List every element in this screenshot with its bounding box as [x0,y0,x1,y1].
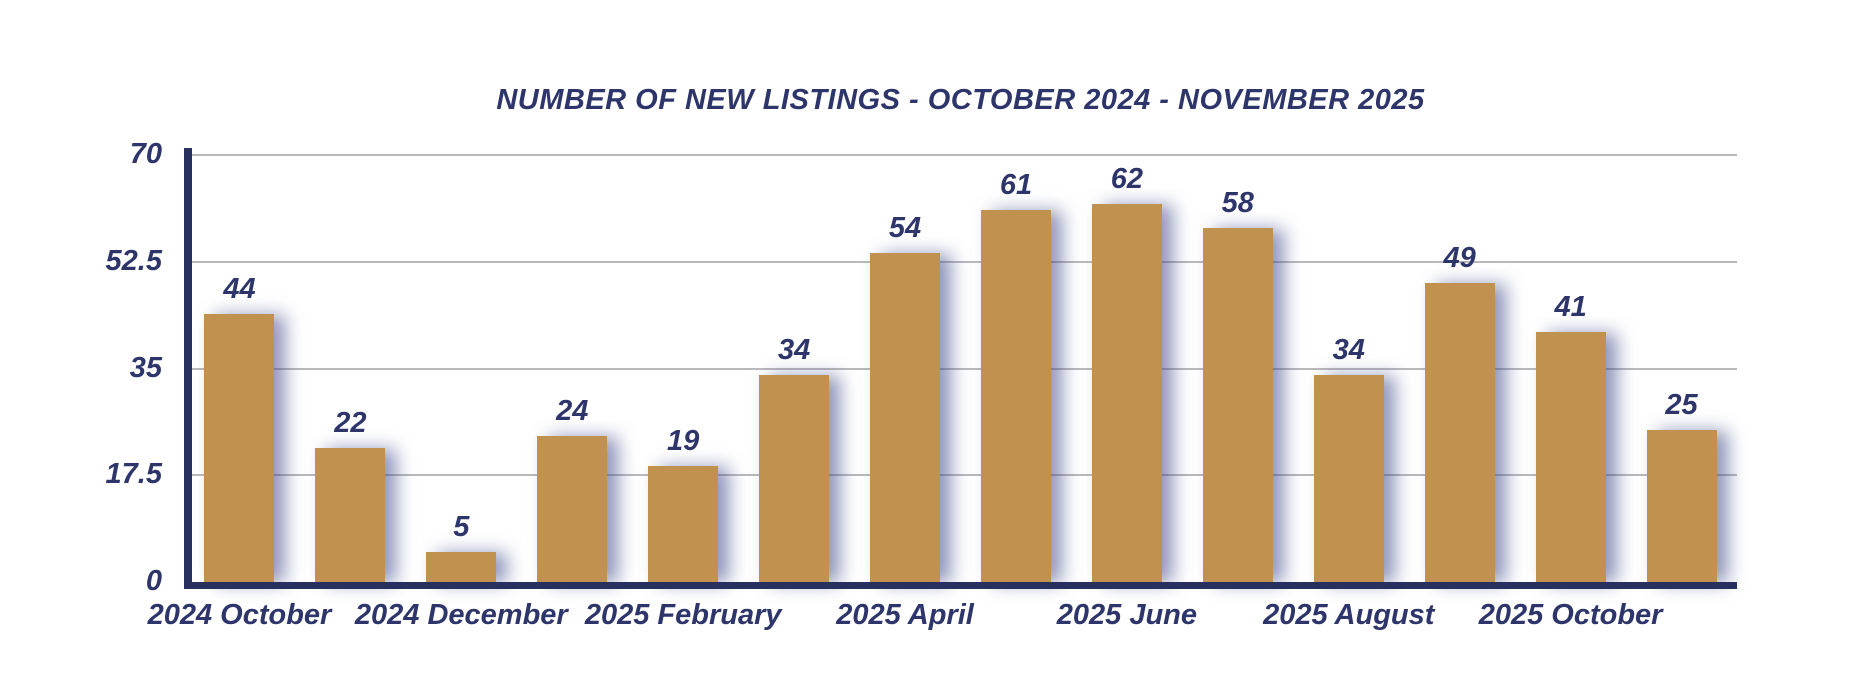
bar [426,551,497,582]
y-tick-label: 70 [129,138,162,170]
bar-value-label: 61 [999,168,1033,201]
bar-value-label: 62 [1110,162,1144,195]
bar-value-label: 22 [334,406,367,439]
bar-value-label: 49 [1443,242,1476,275]
y-tick-label: 35 [129,351,162,384]
bar [1202,228,1273,582]
bar [1646,429,1717,582]
x-axis-line [184,582,1737,589]
bar-value-label: 41 [1554,290,1587,323]
gridline [192,260,1737,263]
y-axis-line [184,148,192,589]
bar [1091,203,1162,582]
bar [204,313,275,582]
bar [759,374,830,582]
bar-value-label: 58 [1221,187,1254,220]
bar [1535,331,1606,582]
bar [648,466,719,582]
bar-value-label: 44 [223,272,256,305]
gridline [192,474,1737,477]
gridline [192,154,1737,156]
bar [1424,283,1495,582]
y-tick-label: 0 [145,565,162,597]
bar-value-label: 24 [556,394,589,427]
x-tick-label: 2025 June [1056,599,1198,631]
x-tick-label: 2025 April [836,599,974,631]
bar-value-label: 54 [888,211,922,244]
x-tick-label: 2025 October [1478,599,1663,631]
bar [315,447,386,582]
bar-value-label: 25 [1665,388,1698,421]
bar [537,435,608,582]
bar-value-label: 34 [777,333,811,366]
bar-value-label: 34 [1332,333,1365,366]
x-tick-label: 2024 December [354,599,568,631]
y-tick-label: 52.5 [105,244,162,277]
bar [870,252,941,582]
chart-title: NUMBER OF NEW LISTINGS - OCTOBER 2024 - … [496,84,1425,116]
gridline [192,367,1737,370]
bar [980,209,1051,582]
bar-value-label: 19 [667,425,700,458]
y-tick-label: 17.5 [105,458,162,491]
bar [1313,374,1384,582]
bar-value-label: 5 [453,510,470,543]
x-tick-label: 2025 August [1263,599,1435,631]
x-tick-label: 2024 October [147,599,332,631]
x-tick-label: 2025 February [584,599,782,631]
